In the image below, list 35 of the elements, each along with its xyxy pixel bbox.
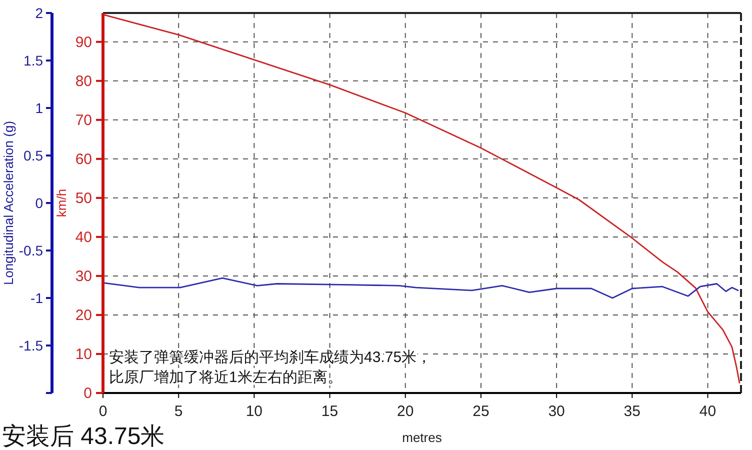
- y2-tick-label: 60: [75, 150, 92, 168]
- annotation: 比原厂增加了将近1米左右的距离。: [109, 369, 342, 386]
- x-tick-label: 20: [397, 403, 414, 420]
- y2-axis-title: km/h: [54, 188, 69, 218]
- line-series: [102, 14, 740, 384]
- y2-tick-label: 50: [75, 190, 92, 207]
- y2-tick-label: 70: [75, 112, 92, 129]
- x-tick-label: 30: [548, 403, 565, 420]
- y2-tick-label: 10: [75, 346, 92, 363]
- y-tick-label: 1.5: [24, 52, 44, 68]
- y2-tick-label: 80: [75, 72, 92, 90]
- line-series: [102, 277, 739, 299]
- x-tick-label: 35: [624, 403, 640, 420]
- annotation: 安装了弹簧缓冲器后的平均刹车成绩为43.75米，: [109, 349, 432, 366]
- x-tick-label: 15: [321, 403, 338, 420]
- y2-tick-label: 90: [75, 34, 92, 51]
- x-tick-label: 40: [699, 403, 716, 420]
- y-tick-label: -1.5: [18, 338, 44, 354]
- y2-tick-label: 30: [75, 268, 92, 285]
- x-tick-label: 0: [98, 403, 108, 420]
- x-axis-title: metres: [402, 430, 442, 445]
- x-tick-label: 5: [174, 403, 183, 420]
- y-tick-label: 0.5: [24, 148, 44, 164]
- text: 安装后 43.75米: [2, 423, 165, 450]
- y-tick-label: 0: [35, 195, 44, 211]
- x-tick-label: 25: [472, 403, 490, 420]
- x-tick-label: 10: [246, 403, 263, 420]
- y2-tick-label: 0: [84, 385, 92, 402]
- y-axis-title: Longitudinal Acceleration (g): [1, 120, 16, 286]
- y-tick-label: 2: [35, 5, 44, 21]
- y-tick-label: -1: [30, 290, 44, 306]
- y-tick-label: -0.5: [18, 242, 44, 258]
- y2-tick-label: 40: [75, 228, 92, 246]
- y-tick-label: 1: [35, 100, 44, 116]
- y2-tick-label: 20: [75, 306, 92, 324]
